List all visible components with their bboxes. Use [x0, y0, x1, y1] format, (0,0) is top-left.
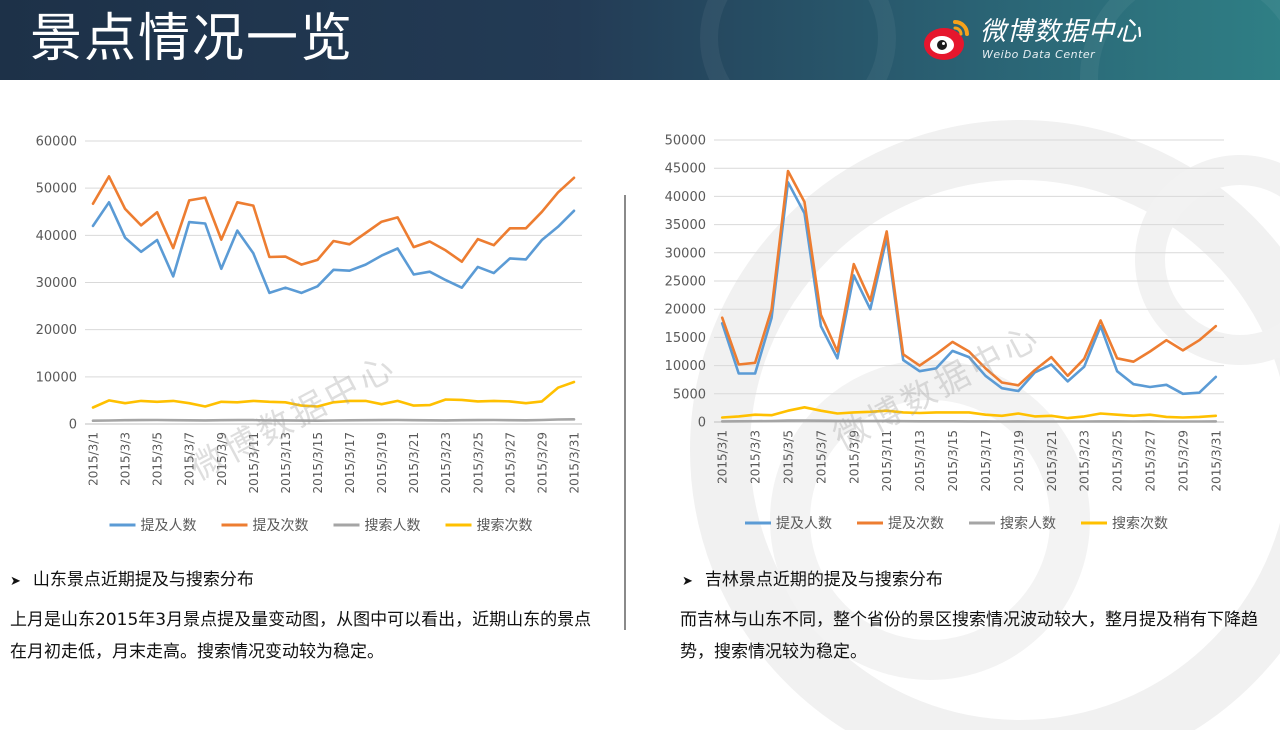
- x-tick-label: 2015/3/29: [535, 432, 549, 494]
- x-tick-label: 2015/3/1: [716, 430, 730, 484]
- y-tick-label: 35000: [665, 218, 706, 233]
- series-line-2: [91, 175, 576, 266]
- x-tick-label: 2015/3/19: [375, 432, 389, 494]
- y-tick-label: 15000: [665, 331, 706, 346]
- y-tick-label: 10000: [665, 359, 706, 374]
- x-tick-label: 2015/3/31: [567, 432, 581, 494]
- series-line-4: [720, 405, 1218, 420]
- page-title: 景点情况一览: [30, 9, 355, 69]
- legend-label: 提及人数: [776, 516, 832, 532]
- x-tick-label: 2015/3/27: [1143, 430, 1157, 492]
- legend-label: 搜索人数: [365, 517, 421, 534]
- x-tick-label: 2015/3/17: [979, 430, 993, 492]
- series-line-4: [91, 380, 576, 409]
- x-tick-label: 2015/3/5: [782, 430, 796, 484]
- legend-label: 提及人数: [141, 518, 197, 534]
- jilin-line-chart: 0 5000 10000 15000 20000 25000 30000 35000 40000…: [665, 134, 1224, 532]
- x-tick-label: 2015/3/11: [247, 432, 261, 494]
- left-section-title: 山东景点近期提及与搜索分布: [32, 570, 254, 590]
- brand-subtitle: Weibo Data Center: [982, 48, 1096, 61]
- x-tick-label: 2015/3/19: [1012, 430, 1026, 492]
- y-tick-label: 40000: [36, 229, 77, 244]
- x-tick-label: 2015/3/13: [279, 432, 293, 494]
- header-banner: 景点情况一览 微博数据中心 Weibo Data Center: [0, 0, 1280, 80]
- weibo-logo-icon: [924, 20, 969, 60]
- x-tick-label: 2015/3/29: [1176, 430, 1190, 492]
- series-line-2: [720, 169, 1218, 387]
- arrow-bullet-icon: ➤: [10, 574, 21, 589]
- x-tick-label: 2015/3/25: [471, 432, 485, 494]
- x-tick-label: 2015/3/15: [311, 432, 325, 494]
- x-tick-label: 2015/3/11: [880, 430, 894, 492]
- x-tick-label: 2015/3/3: [749, 430, 763, 484]
- y-tick-label: 30000: [36, 276, 77, 291]
- legend-label: 搜索人数: [1000, 515, 1056, 532]
- legend-label: 提及次数: [888, 516, 944, 532]
- right-section-heading: ➤ 吉林景点近期的提及与搜索分布: [682, 568, 943, 594]
- y-tick-label: 10000: [36, 370, 77, 385]
- y-tick-label: 30000: [665, 246, 706, 261]
- x-tick-label: 2015/3/1: [87, 432, 101, 486]
- y-tick-label: 40000: [665, 190, 706, 205]
- column-divider: [624, 195, 626, 630]
- legend-label: 提及次数: [253, 518, 309, 534]
- x-tick-label: 2015/3/13: [913, 430, 927, 492]
- x-tick-label: 2015/3/15: [946, 430, 960, 492]
- y-tick-label: 0: [698, 416, 706, 431]
- x-tick-label: 2015/3/23: [1078, 430, 1092, 492]
- x-tick-label: 2015/3/9: [847, 430, 861, 484]
- x-tick-label: 2015/3/27: [503, 432, 517, 494]
- x-tick-label: 2015/3/21: [1045, 430, 1059, 492]
- right-section-title: 吉林景点近期的提及与搜索分布: [704, 570, 943, 590]
- y-tick-label: 50000: [36, 182, 77, 197]
- arrow-bullet-icon: ➤: [682, 574, 693, 589]
- x-tick-label: 2015/3/25: [1111, 430, 1125, 492]
- x-tick-label: 2015/3/7: [183, 432, 197, 486]
- y-tick-label: 50000: [665, 134, 706, 149]
- y-tick-label: 45000: [665, 162, 706, 177]
- right-section-body: 而吉林与山东不同，整个省份的景区搜索情况波动较大，整月提及稍有下降趋势，搜索情况…: [680, 610, 1258, 662]
- y-tick-label: 60000: [36, 135, 77, 150]
- series-line-3: [720, 419, 1218, 423]
- x-tick-label: 2015/3/7: [814, 430, 828, 484]
- header-decoration: [700, 0, 896, 80]
- x-tick-label: 2015/3/31: [1209, 430, 1223, 492]
- left-section-heading: ➤ 山东景点近期提及与搜索分布: [10, 568, 254, 594]
- legend-label: 搜索次数: [477, 517, 533, 534]
- series-line-1: [91, 201, 576, 295]
- y-tick-label: 20000: [665, 303, 706, 318]
- series-line-1: [720, 180, 1218, 396]
- series-line-3: [91, 417, 576, 423]
- y-tick-label: 0: [69, 418, 77, 433]
- shandong-line-chart: 0 10000 20000 30000 40000 50000 60000 2015/3/1 2…: [36, 135, 582, 534]
- brand-name: 微博数据中心: [980, 17, 1143, 47]
- y-tick-label: 25000: [665, 275, 706, 290]
- x-tick-label: 2015/3/23: [439, 432, 453, 494]
- x-tick-label: 2015/3/9: [215, 432, 229, 486]
- legend-label: 搜索次数: [1112, 515, 1168, 532]
- y-tick-label: 5000: [673, 387, 706, 402]
- x-tick-label: 2015/3/5: [151, 432, 165, 486]
- x-tick-label: 2015/3/3: [119, 432, 133, 486]
- x-tick-label: 2015/3/17: [343, 432, 357, 494]
- left-section-body: 上月是山东2015年3月景点提及量变动图，从图中可以看出，近期山东的景点在月初走…: [10, 610, 592, 662]
- y-tick-label: 20000: [36, 323, 77, 338]
- x-tick-label: 2015/3/21: [407, 432, 421, 494]
